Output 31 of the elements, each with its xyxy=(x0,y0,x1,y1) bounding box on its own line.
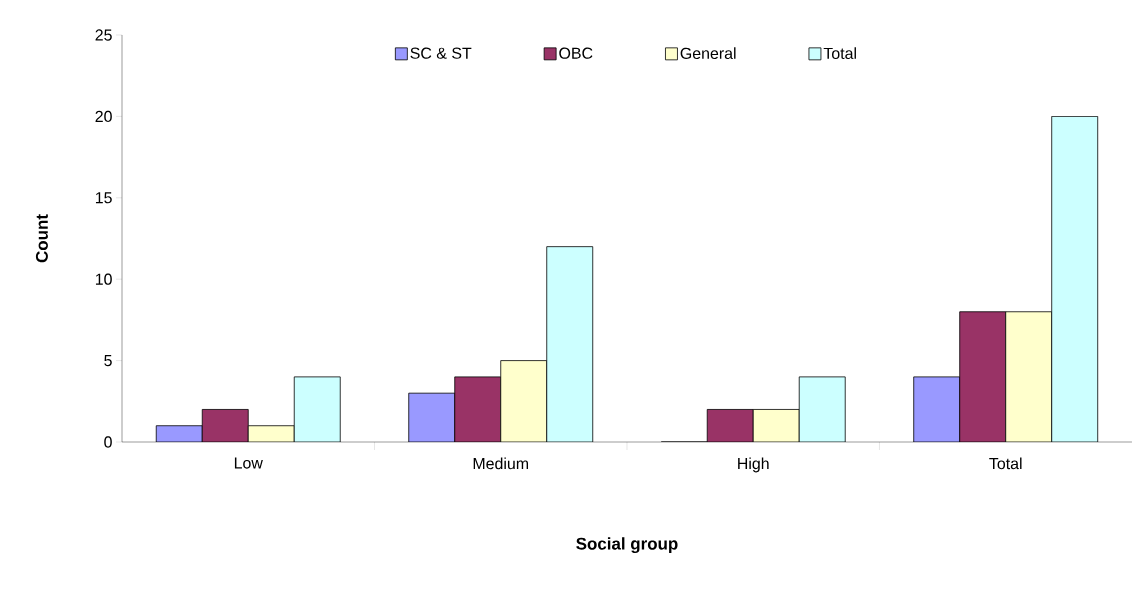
y-tick-label: 25 xyxy=(95,29,112,41)
bar xyxy=(454,376,502,442)
y-tick-label: 20 xyxy=(95,110,112,123)
bar xyxy=(500,360,548,442)
legend-label: General xyxy=(680,47,736,60)
bar xyxy=(913,376,961,442)
x-tick-label: Medium xyxy=(473,457,529,470)
x-tick-label: High xyxy=(738,457,769,473)
bar xyxy=(408,392,456,442)
y-axis-title: Count xyxy=(35,214,48,263)
bar xyxy=(155,425,203,442)
y-tick-label: 0 xyxy=(104,436,112,448)
legend-label: SC & ST xyxy=(410,47,472,59)
y-tick-label: 10 xyxy=(95,273,112,285)
bar xyxy=(293,376,341,442)
y-tick-label: 15 xyxy=(95,192,112,204)
bar xyxy=(247,425,295,442)
bar xyxy=(959,311,1007,442)
legend-label: OBC xyxy=(559,47,593,59)
x-tick-label: Total xyxy=(989,457,1022,470)
legend-label: Total xyxy=(823,47,856,60)
x-tick-label: Low xyxy=(234,457,263,469)
bar xyxy=(201,409,249,442)
bar xyxy=(1051,116,1099,442)
bar xyxy=(798,376,846,442)
x-axis-title: Social group xyxy=(576,537,678,554)
bar xyxy=(706,409,754,442)
y-tick-label: 5 xyxy=(104,355,112,367)
bar xyxy=(752,409,800,442)
bar xyxy=(1005,311,1053,442)
bar xyxy=(546,246,594,442)
